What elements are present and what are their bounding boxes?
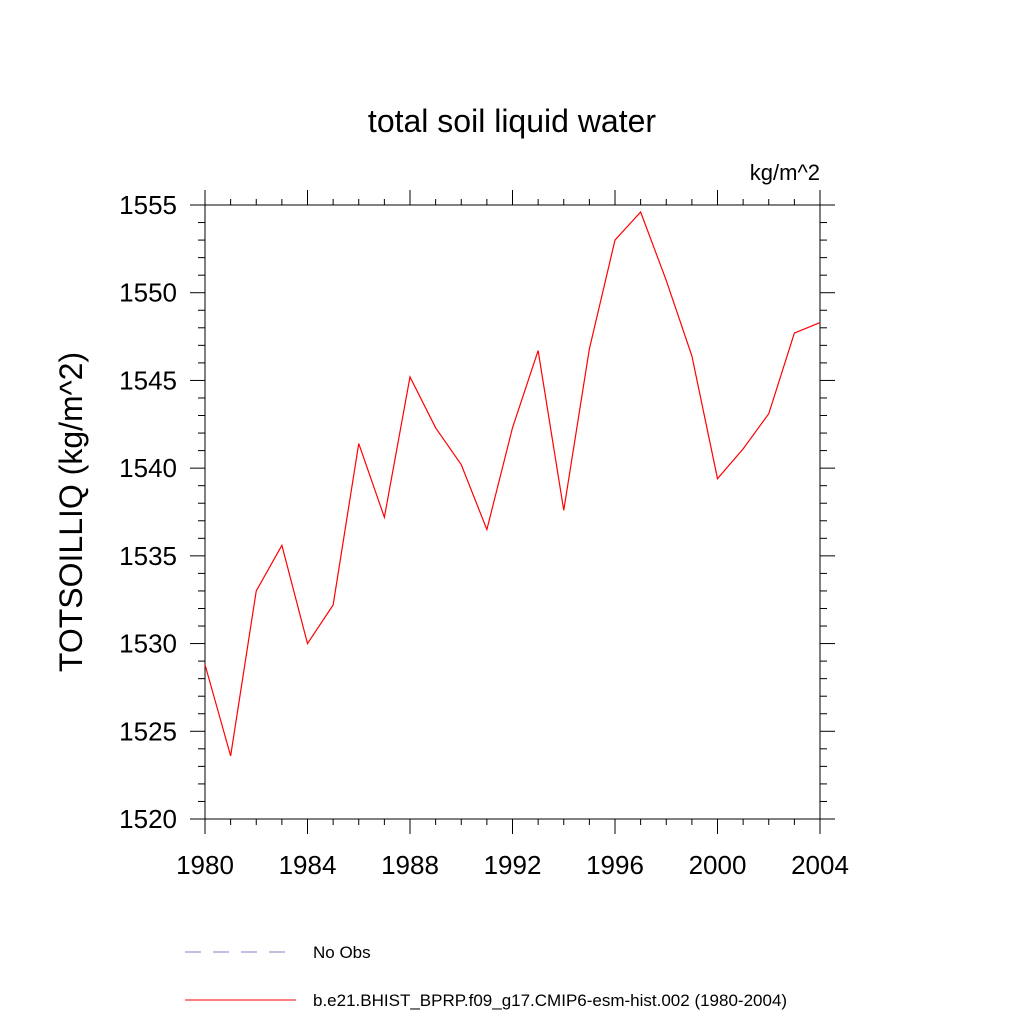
y-tick-label: 1535	[119, 541, 177, 571]
series-line-1	[204, 210, 821, 757]
y-tick-label: 1555	[119, 190, 177, 220]
plot-frame	[204, 204, 821, 820]
tick-labels: 1980 1984 1988 1992 1996 2000 2004 1520 1525 1530…	[119, 190, 849, 880]
x-tick-label: 1992	[484, 850, 542, 880]
y-axis-label: TOTSOILLIQ (kg/m^2)	[53, 352, 89, 672]
x-tick-label: 1988	[381, 850, 439, 880]
y-tick-label: 1520	[119, 804, 177, 834]
legend-label-no-obs: No Obs	[313, 943, 371, 962]
series-layer	[204, 210, 821, 757]
units-label: kg/m^2	[750, 160, 820, 185]
x-tick-label: 1996	[586, 850, 644, 880]
x-tick-label: 2004	[791, 850, 849, 880]
y-tick-label: 1545	[119, 365, 177, 395]
x-tick-label: 1984	[279, 850, 337, 880]
chart-title: total soil liquid water	[368, 103, 656, 139]
legend-label-model: b.e21.BHIST_BPRP.f09_g17.CMIP6-esm-hist.…	[313, 991, 787, 1010]
axis-ticks	[190, 190, 835, 834]
y-tick-label: 1550	[119, 278, 177, 308]
y-tick-label: 1525	[119, 716, 177, 746]
y-tick-label: 1530	[119, 629, 177, 659]
x-tick-label: 2000	[689, 850, 747, 880]
x-tick-label: 1980	[176, 850, 234, 880]
y-tick-label: 1540	[119, 453, 177, 483]
legend: No Obs b.e21.BHIST_BPRP.f09_g17.CMIP6-es…	[185, 943, 787, 1010]
